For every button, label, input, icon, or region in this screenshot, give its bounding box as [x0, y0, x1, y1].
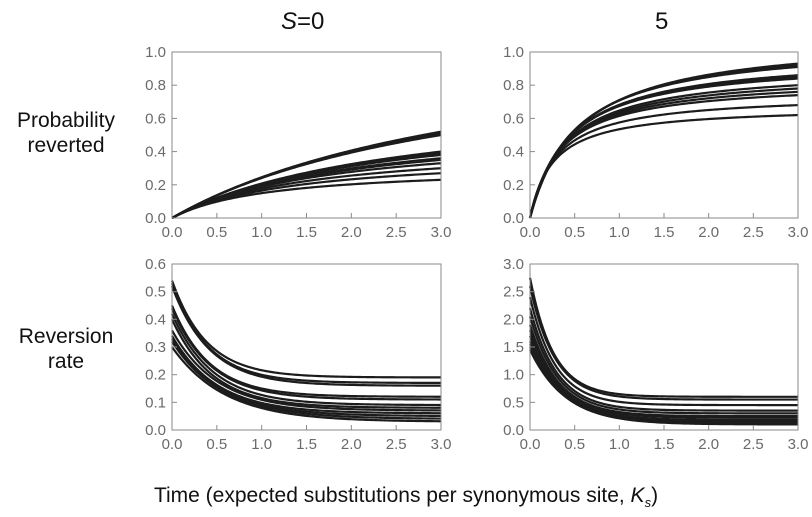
top-row-label: Probability reverted [4, 108, 128, 158]
top-row-label-line1: Probability [16, 109, 116, 132]
bottom-right-series-line-5 [528, 316, 798, 415]
bottom-left-series-line-6 [170, 313, 442, 407]
top-left-y-tick-label: 0.4 [145, 144, 166, 161]
bottom-left-series-line-8 [171, 329, 442, 412]
bottom-right-x-tick-label: 2.0 [698, 436, 719, 453]
bottom-left-x-tick-label: 2.0 [341, 436, 362, 453]
x-axis-label: Time (expected substitutions per synonym… [0, 484, 812, 510]
bottom-right-series-line-7 [528, 330, 798, 419]
bottom-right-series-line-3 [528, 296, 798, 407]
bottom-left-x-tick-label: 0.5 [206, 436, 227, 453]
right-column-title: 5 [655, 8, 669, 35]
top-row-label-line2: reverted [27, 134, 105, 157]
bottom-right-x-tick-label: 1.5 [654, 436, 675, 453]
bottom-left-series-line-5 [170, 307, 441, 401]
top-right-x-tick-label: 1.5 [654, 224, 675, 241]
x-axis-label-end: ) [651, 484, 659, 507]
top-right-y-tick-label: 0.4 [503, 144, 524, 161]
bottom-right-x-tick-label: 0.0 [520, 436, 541, 453]
bottom-right-y-tick-label: 0.5 [503, 394, 524, 411]
left-column-title: S=0 [281, 8, 324, 36]
x-axis-variable: K [630, 484, 645, 507]
top-right-x-tick-label: 2.0 [698, 224, 719, 241]
bottom-left-x-tick-label: 1.5 [296, 436, 317, 453]
bottom-left-series-line-7 [171, 318, 442, 409]
top-left-series-line-12 [171, 178, 442, 219]
bottom-left-x-tick-label: 1.0 [251, 436, 272, 453]
bottom-left-series-line-12 [171, 346, 442, 423]
bottom-right-series-line-8 [528, 335, 799, 422]
top-left-x-tick-label: 2.5 [386, 224, 407, 241]
top-left-series-line-3 [171, 133, 442, 219]
bottom-right-y-tick-label: 1.5 [503, 339, 524, 356]
left-column-value: =0 [297, 8, 325, 35]
bottom-right-y-tick-label: 2.0 [503, 311, 524, 328]
bottom-left-y-tick-label: 0.5 [145, 284, 166, 301]
selection-variable: S [281, 8, 298, 35]
top-right-y-tick-label: 0.2 [503, 177, 524, 194]
top-left-x-tick-label: 1.0 [251, 224, 272, 241]
bottom-right-x-tick-label: 2.5 [743, 436, 764, 453]
top-left-series-line-11 [171, 172, 442, 219]
bottom-right-x-tick-label: 1.0 [609, 436, 630, 453]
top-left-y-tick-label: 0.6 [145, 110, 166, 127]
top-right-series-line-11 [528, 104, 799, 219]
bottom-row-label-line1: Reversion [18, 325, 114, 348]
top-left-x-tick-label: 2.0 [341, 224, 362, 241]
top-right-x-tick-label: 0.5 [564, 224, 585, 241]
top-right-x-tick-label: 3.0 [788, 224, 809, 241]
bottom-right-series-line-12 [529, 349, 799, 426]
top-right-series-line-12 [528, 113, 799, 219]
x-axis-label-text: Time (expected substitutions per synonym… [153, 484, 631, 507]
figure-panels: 0.0 0.5 1.0 1.5 2.0 2.5 3.0 0.0 0.2 0.4 0.6 0.8 1.0 0… [145, 44, 809, 453]
bottom-row-label: Reversion rate [4, 324, 128, 374]
bottom-left-y-tick-label: 0.3 [145, 339, 166, 356]
top-right-y-tick-label: 0.8 [503, 77, 524, 94]
bottom-right-series-line-2 [528, 285, 798, 401]
bottom-left-y-tick-label: 0.6 [145, 256, 166, 273]
top-right-series-line-10 [528, 94, 799, 219]
bottom-left-x-tick-label: 0.0 [162, 436, 183, 453]
bottom-right-y-tick-label: 0.0 [503, 422, 524, 439]
top-left-y-tick-label: 0.8 [145, 77, 166, 94]
top-right-x-tick-label: 1.0 [609, 224, 630, 241]
bottom-left-y-tick-label: 0.4 [145, 311, 166, 328]
bottom-right-x-tick-label: 0.5 [564, 436, 585, 453]
bottom-right-x-tick-label: 3.0 [788, 436, 809, 453]
bottom-right-y-tick-label: 2.5 [503, 284, 524, 301]
bottom-row-label-line2: rate [47, 350, 85, 373]
bottom-left-y-tick-label: 0.0 [145, 422, 166, 439]
top-left-x-tick-label: 3.0 [431, 224, 452, 241]
top-left-x-tick-label: 0.5 [206, 224, 227, 241]
top-right-y-tick-label: 0.6 [503, 110, 524, 127]
bottom-left-x-tick-label: 3.0 [431, 436, 452, 453]
bottom-left-y-tick-label: 0.1 [145, 394, 166, 411]
top-left-x-tick-label: 0.0 [162, 224, 183, 241]
top-left-plot-frame [171, 51, 442, 219]
top-right-series-line-6 [528, 77, 799, 219]
top-right-x-tick-label: 0.0 [520, 224, 541, 241]
top-left-y-tick-label: 0.0 [145, 210, 166, 227]
bottom-left-y-tick-label: 0.2 [145, 367, 166, 384]
top-left-x-tick-label: 1.5 [296, 224, 317, 241]
top-right-y-tick-label: 1.0 [503, 44, 524, 61]
top-right-series-line-3 [528, 65, 799, 219]
bottom-right-y-tick-label: 1.0 [503, 367, 524, 384]
bottom-right-series-line-4 [528, 307, 798, 412]
x-axis-subscript: s [644, 495, 652, 511]
bottom-right-series-line-6 [528, 324, 798, 418]
bottom-left-series-line-1 [170, 280, 441, 379]
top-right-series-line-9 [528, 90, 799, 219]
bottom-left-series-line-11 [171, 340, 442, 420]
top-left-y-tick-label: 1.0 [145, 44, 166, 61]
bottom-right-y-tick-label: 3.0 [503, 256, 524, 273]
bottom-left-x-tick-label: 2.5 [386, 436, 407, 453]
top-left-y-tick-label: 0.2 [145, 177, 166, 194]
top-right-y-tick-label: 0.0 [503, 210, 524, 227]
bottom-right-series-line-1 [528, 277, 798, 398]
bottom-left-series-line-3 [170, 285, 442, 387]
top-right-x-tick-label: 2.5 [743, 224, 764, 241]
